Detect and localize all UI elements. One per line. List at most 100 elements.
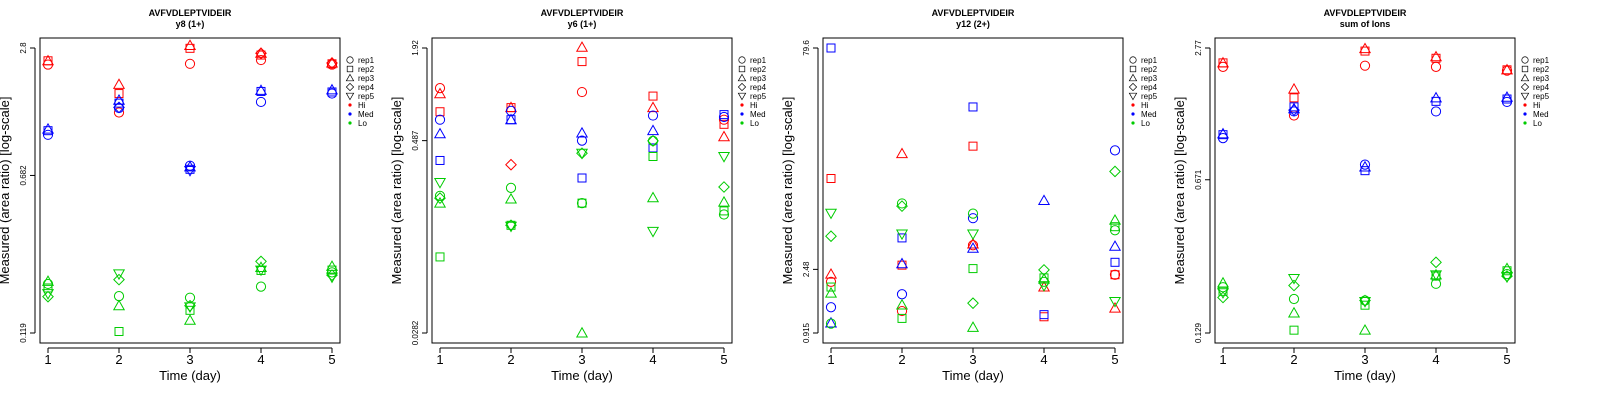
legend-label: rep1 — [358, 56, 375, 65]
data-point-med-rep2 — [826, 43, 836, 53]
data-point-lo-rep5 — [254, 265, 268, 277]
legend-label: rep5 — [1141, 92, 1158, 101]
data-point-lo-rep3 — [254, 261, 268, 272]
data-point-lo-rep4 — [1109, 165, 1121, 178]
data-point-lo-rep2 — [897, 313, 907, 323]
data-point-lo-rep3 — [1429, 268, 1443, 280]
data-point-lo-rep5 — [1358, 297, 1372, 308]
data-point-med-rep3 — [1500, 91, 1514, 102]
y-tick-label: 0.0282 — [411, 320, 420, 345]
data-point-lo-rep4 — [1430, 256, 1442, 269]
data-point-lo-rep4 — [42, 290, 54, 303]
data-point-med-rep3 — [824, 316, 838, 328]
legend-marker-rep4 — [345, 82, 355, 92]
data-point-lo-rep2 — [968, 264, 978, 274]
data-point-lo-rep2 — [577, 198, 587, 208]
y-tick-label: 0.915 — [802, 322, 811, 343]
legend-label: Lo — [358, 119, 367, 128]
data-point-med-rep1 — [576, 135, 588, 146]
legend-dot-med — [1131, 112, 1135, 116]
data-point-med-rep3 — [966, 242, 980, 253]
plot-frame — [39, 37, 341, 344]
data-point-med-rep2 — [1110, 257, 1120, 267]
x-axis-label: Time (day) — [942, 368, 1004, 383]
data-point-lo-rep2 — [1360, 300, 1370, 310]
data-point-lo-rep2 — [435, 252, 445, 262]
legend-dot-med — [1523, 112, 1527, 116]
data-point-hi-rep2 — [114, 89, 124, 99]
data-point-hi-rep3 — [895, 147, 909, 159]
chart-title: AVFVDLEPTVIDEIR — [149, 8, 232, 18]
data-point-hi-rep3 — [254, 47, 268, 58]
data-point-hi-rep4 — [255, 47, 267, 60]
plot-frame — [1214, 37, 1516, 344]
chart-subtitle: sum of Ions — [1340, 19, 1391, 29]
data-point-lo-rep2 — [826, 282, 836, 292]
x-tick-label: 3 — [969, 352, 976, 367]
data-point-hi-rep3 — [1358, 42, 1372, 54]
data-point-lo-rep4 — [1038, 263, 1050, 276]
legend-label: rep5 — [1533, 92, 1550, 101]
data-point-hi-rep1 — [896, 305, 908, 317]
legend-marker-rep5 — [345, 92, 355, 101]
legend-label: Hi — [750, 101, 758, 110]
x-tick-label: 2 — [1290, 352, 1297, 367]
y-tick-label: 1.92 — [411, 40, 420, 56]
legend-label: rep4 — [750, 83, 767, 92]
data-point-lo-rep4 — [1288, 279, 1300, 292]
legend-marker-rep1 — [346, 56, 354, 64]
data-point-lo-rep5 — [112, 269, 126, 281]
data-point-med-rep1 — [42, 129, 54, 140]
data-point-lo-rep3 — [646, 191, 660, 203]
x-tick-label: 2 — [898, 352, 905, 367]
data-point-hi-rep1 — [1359, 60, 1371, 71]
data-point-lo-rep3 — [1108, 213, 1122, 225]
data-point-lo-rep5 — [1108, 296, 1122, 308]
data-point-hi-rep2 — [968, 141, 978, 151]
x-axis-label: Time (day) — [551, 368, 613, 383]
data-point-lo-rep3 — [1216, 276, 1230, 288]
data-point-hi-rep1 — [113, 107, 125, 118]
data-point-lo-rep5 — [824, 208, 838, 220]
data-point-lo-rep3 — [895, 298, 909, 310]
legend-label: rep3 — [1533, 74, 1550, 83]
data-point-hi-rep1 — [255, 54, 267, 66]
data-point-lo-rep3 — [433, 196, 447, 208]
data-point-med-rep3 — [1037, 194, 1051, 206]
data-point-med-rep3 — [895, 257, 909, 269]
legend-marker-rep2 — [1521, 65, 1529, 73]
y-tick-label: 2.8 — [19, 42, 28, 54]
data-point-hi-rep2 — [1289, 93, 1299, 103]
legend-label: Lo — [1141, 119, 1150, 128]
data-point-lo-rep4 — [825, 230, 837, 243]
chart-title: AVFVDLEPTVIDEIR — [1324, 8, 1407, 18]
data-point-hi-rep1 — [434, 83, 446, 94]
y-tick-label: 0.487 — [411, 130, 420, 151]
legend-marker-rep4 — [1128, 82, 1138, 92]
data-point-med-rep1 — [1109, 145, 1121, 156]
data-point-med-rep3 — [646, 124, 660, 136]
data-point-lo-rep4 — [255, 255, 267, 268]
data-point-lo-rep3 — [824, 286, 838, 298]
data-point-med-rep2 — [577, 173, 587, 183]
x-tick-label: 4 — [257, 352, 264, 367]
data-point-hi-rep3 — [1287, 82, 1301, 94]
data-point-lo-rep1 — [326, 267, 338, 278]
legend-marker-rep3 — [1520, 73, 1530, 82]
x-tick-label: 1 — [436, 352, 443, 367]
data-point-med-rep3 — [1358, 160, 1372, 172]
y-tick-label: 79.6 — [802, 40, 811, 56]
data-point-hi-rep3 — [1108, 301, 1122, 313]
data-point-med-rep1 — [434, 114, 446, 125]
legend-marker-rep4 — [1520, 82, 1530, 92]
data-point-med-rep2 — [1039, 310, 1049, 320]
legend-label: rep3 — [1141, 74, 1158, 83]
data-point-hi-rep1 — [967, 240, 979, 251]
data-point-hi-rep3 — [433, 87, 447, 99]
data-point-hi-rep3 — [41, 54, 55, 66]
data-point-med-rep1 — [825, 302, 837, 313]
x-tick-label: 4 — [1040, 352, 1047, 367]
data-point-lo-rep3 — [717, 195, 731, 207]
x-tick-label: 1 — [44, 352, 51, 367]
